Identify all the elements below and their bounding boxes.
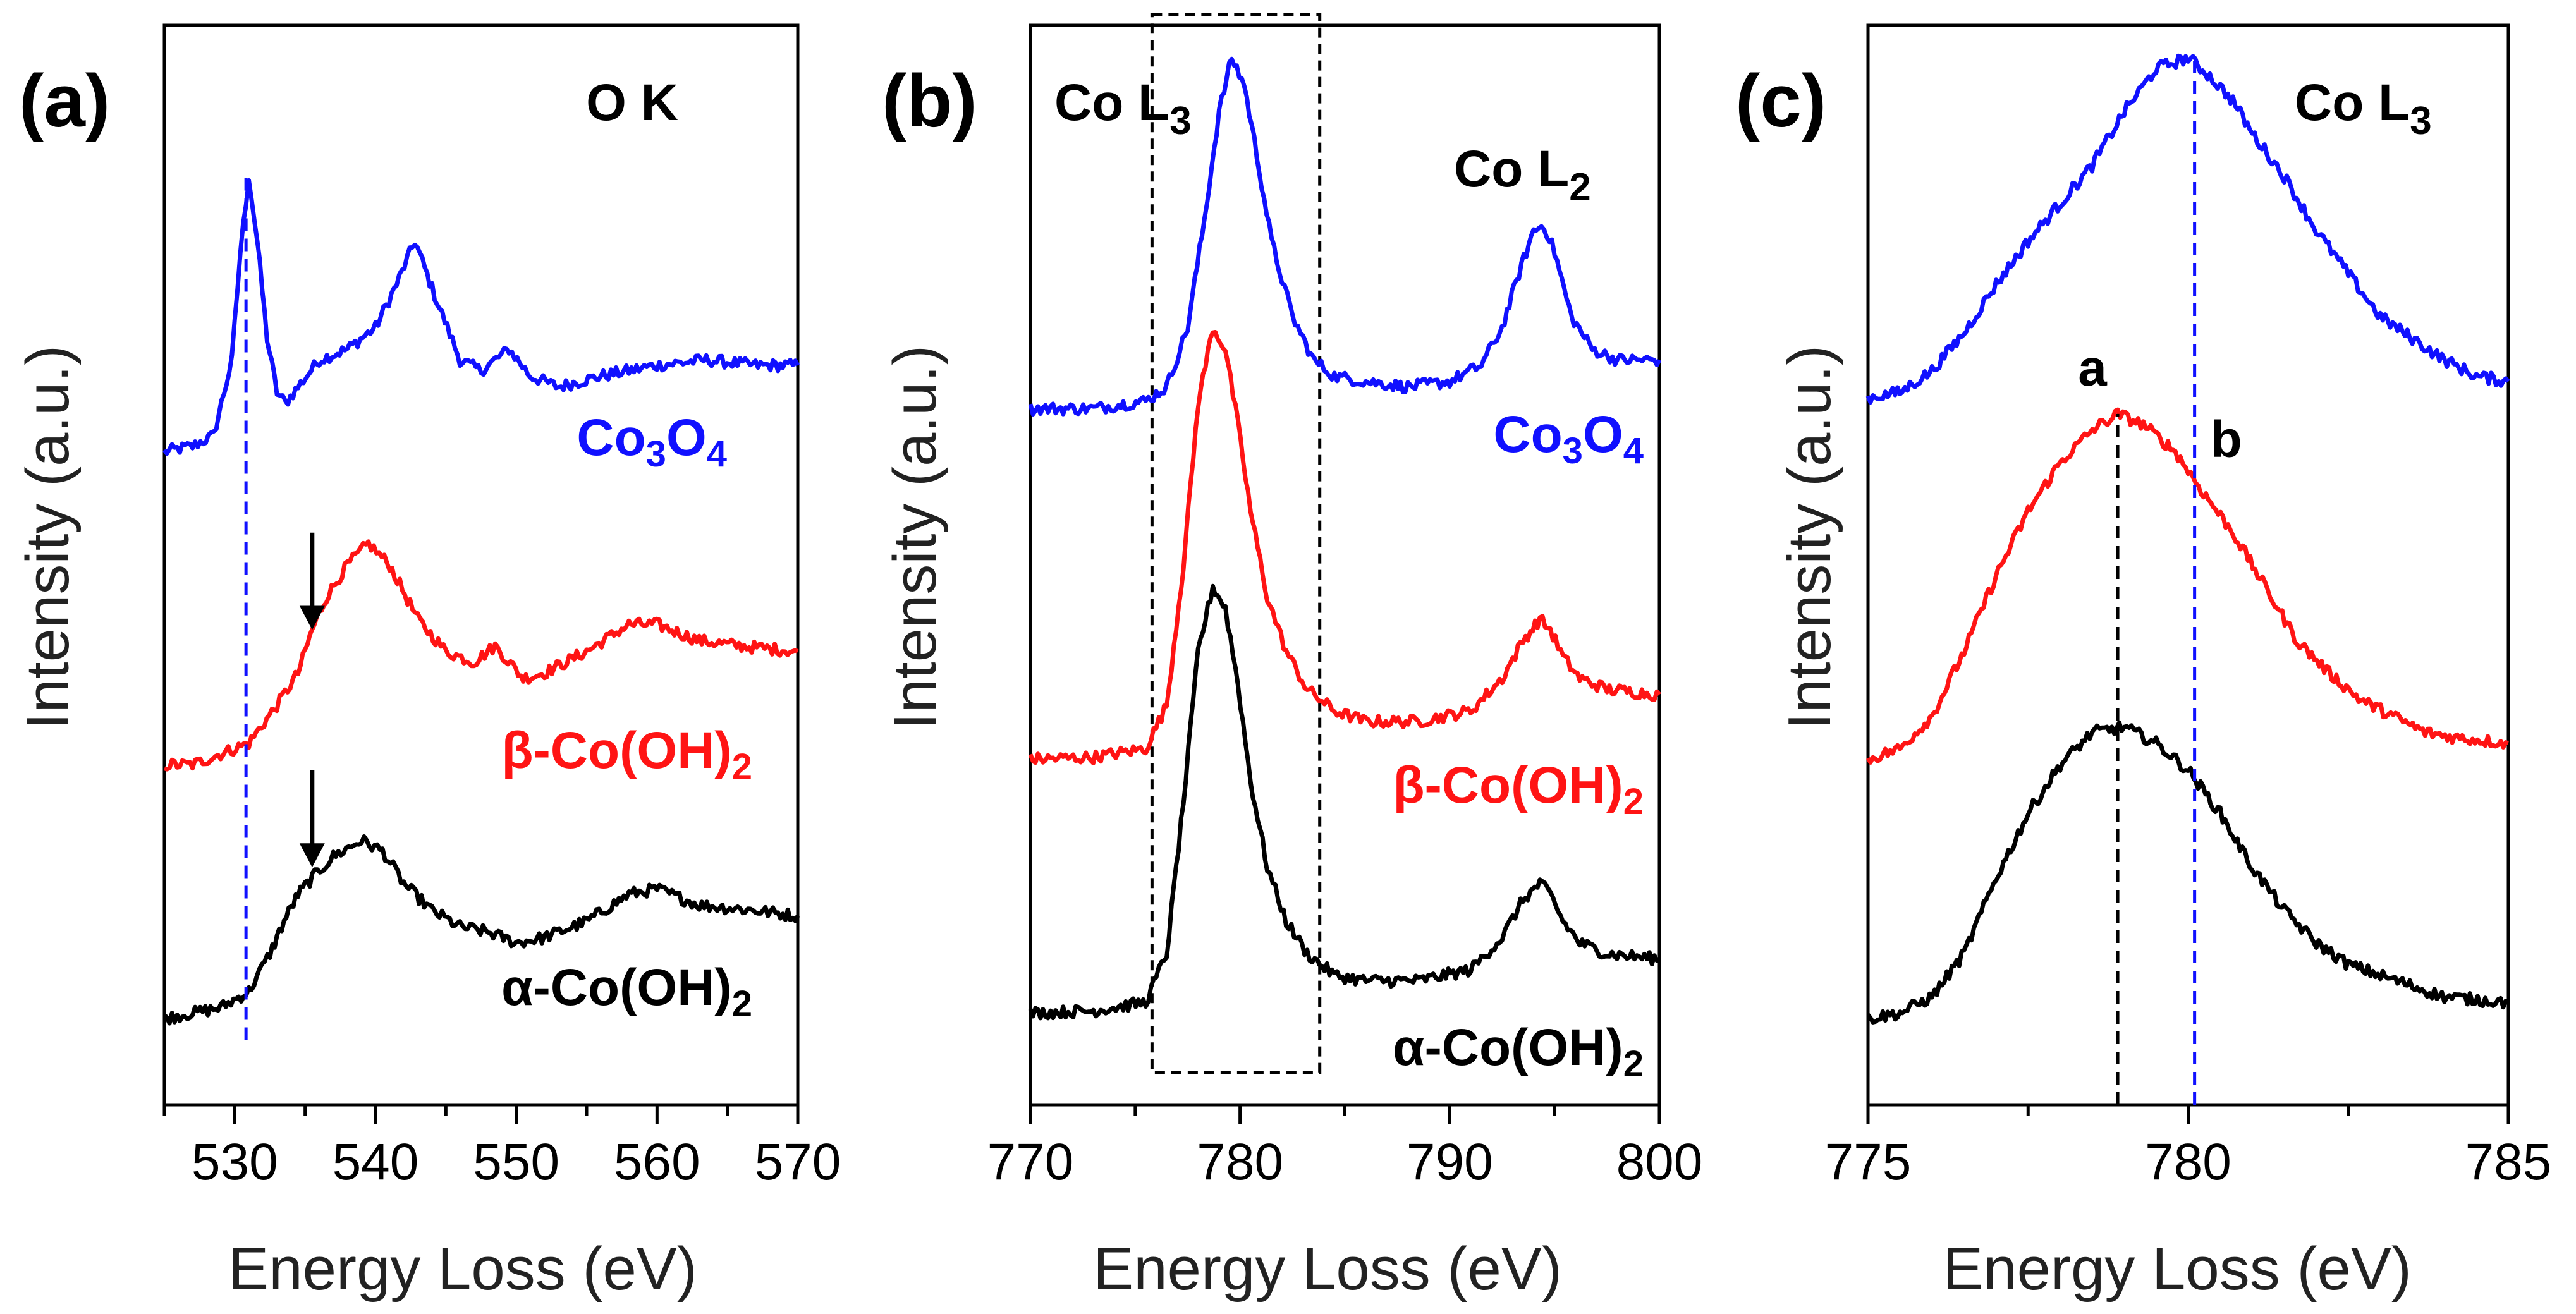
panel-a: (a) Intensity (a.u.) Energy Loss (eV) O … [14, 23, 841, 1303]
panel-a-xtick-label: 560 [614, 1133, 700, 1191]
panel-c-peak-label-b: b [2211, 411, 2242, 468]
panel-a-xtick-label: 550 [473, 1133, 559, 1191]
panel-c-peak-label-a: a [2078, 339, 2108, 397]
panel-b-ylabel: Intensity (a.u.) [881, 345, 949, 729]
panel-b-xtick-label: 780 [1197, 1133, 1283, 1191]
panel-b-label: (b) [882, 59, 977, 143]
panel-b-series-co3o4 [1028, 56, 1662, 417]
panel-c-xtick-label: 775 [1825, 1133, 1912, 1191]
panel-c-series-alpha [1866, 720, 2510, 1025]
panel-c-title: Co L3 [2295, 74, 2432, 143]
panel-a-xtick-label: 530 [192, 1133, 278, 1191]
panel-b-l3-highlight-box [1150, 13, 1322, 1074]
panel-c-series-beta [1865, 407, 2509, 765]
panel-a-arrow-head [299, 605, 325, 630]
panel-a-frame [162, 23, 800, 1107]
panel-c-ylabel: Intensity (a.u.) [1776, 345, 1843, 729]
panel-a-label-co3o4: Co3O4 [577, 409, 727, 475]
panel-a-series-alpha [162, 834, 800, 1026]
panel-b-series-alpha [1028, 583, 1661, 1021]
panel-a-label: (a) [19, 59, 110, 143]
panel-c-series-co3o4 [1865, 53, 2510, 405]
panel-c-label: (c) [1735, 59, 1826, 143]
panel-a-label-beta: β-Co(OH)2 [501, 722, 752, 788]
panel-a-label-alpha: α-Co(OH)2 [501, 959, 752, 1025]
panel-a-series-co3o4 [162, 178, 800, 456]
panel-b-xlabel: Energy Loss (eV) [1093, 1235, 1562, 1303]
panel-b-label-beta: β-Co(OH)2 [1393, 757, 1644, 822]
panel-a-xtick-label: 540 [333, 1133, 419, 1191]
panel-a-ylabel: Intensity (a.u.) [14, 345, 82, 729]
panel-b-xtick-label: 770 [987, 1133, 1074, 1191]
panel-c-xtick-label: 780 [2145, 1133, 2231, 1191]
panel-b-title-l2: Co L2 [1454, 140, 1591, 209]
panel-c-xtick-label: 785 [2465, 1133, 2552, 1191]
panel-a-arrow-head [299, 843, 325, 868]
panel-b: (b) Intensity (a.u.) Energy Loss (eV) Co… [881, 13, 1703, 1303]
panel-b-title-l3: Co L3 [1054, 74, 1192, 143]
panel-a-xtick-label: 570 [755, 1133, 841, 1191]
panel-b-series-beta [1028, 330, 1661, 765]
panel-a-title: O K [586, 74, 678, 131]
panel-b-label-co3o4: Co3O4 [1493, 406, 1644, 471]
panel-a-series-beta [163, 539, 799, 772]
panel-b-label-alpha: α-Co(OH)2 [1393, 1019, 1644, 1085]
panel-c-xlabel: Energy Loss (eV) [1943, 1235, 2412, 1303]
panel-b-xtick-label: 790 [1407, 1133, 1493, 1191]
panel-b-xtick-label: 800 [1616, 1133, 1703, 1191]
panel-a-xlabel: Energy Loss (eV) [228, 1235, 697, 1303]
panel-c: (c) Intensity (a.u.) Energy Loss (eV) Co… [1735, 23, 2552, 1303]
